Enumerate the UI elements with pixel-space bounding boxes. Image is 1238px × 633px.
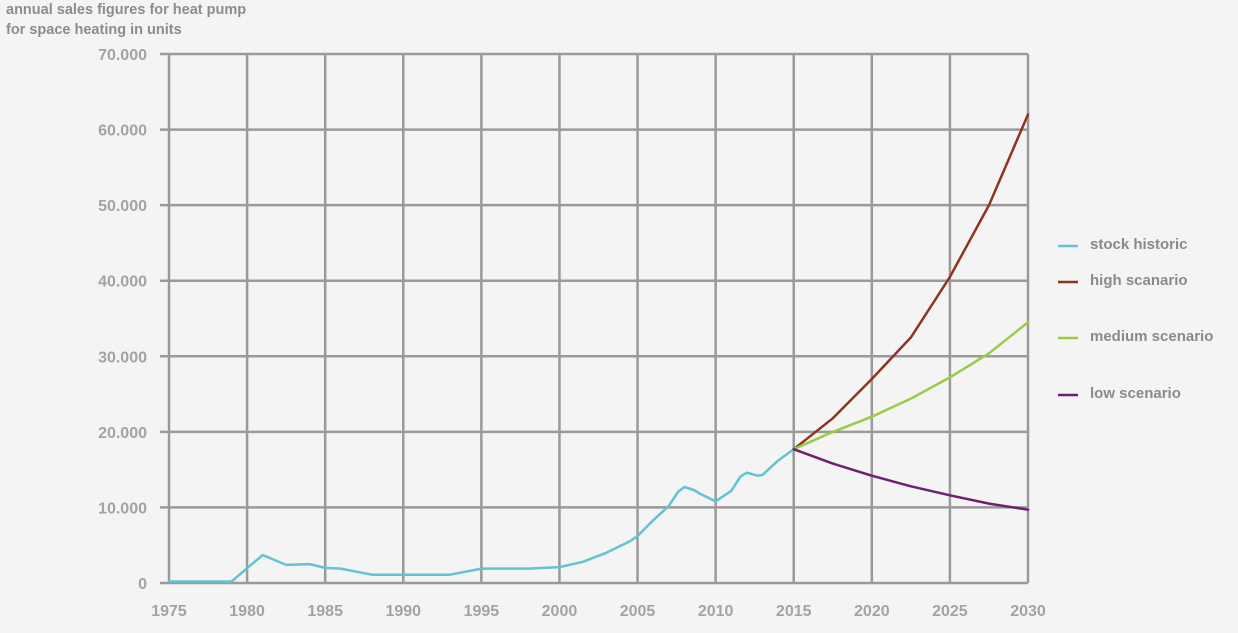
x-tick-label: 2010	[698, 603, 734, 620]
y-tick-label: 30.000	[98, 349, 147, 366]
x-axis-ticks: 1975 1980 1985 1990 1995 2000 2005 2010 2015 2020…	[151, 603, 1046, 620]
series-line-medium-scenario	[792, 321, 1030, 451]
series-line-low-scenario	[792, 447, 1030, 511]
x-tick-label: 2020	[854, 603, 890, 620]
x-tick-label: 2030	[1010, 603, 1046, 620]
y-tick-label: 70.000	[98, 47, 147, 64]
x-tick-label: 2025	[932, 603, 968, 620]
x-tick-label: 2005	[620, 603, 656, 620]
x-tick-label: 1975	[151, 603, 187, 620]
y-axis-ticks: 0 10.000 20.000 30.000 40.000 50.000 60.000 70.…	[98, 47, 147, 593]
chart-title-line-1: annual sales figures for heat pump	[6, 2, 247, 18]
y-tick-label: 60.000	[98, 123, 147, 140]
legend-label: low scenario	[1090, 385, 1181, 402]
legend-label: high scanario	[1090, 272, 1188, 289]
legend-label: stock historic	[1090, 236, 1188, 253]
series-lines	[167, 113, 1030, 583]
x-tick-label: 1990	[385, 603, 421, 620]
x-tick-label: 2000	[542, 603, 578, 620]
x-tick-label: 2015	[776, 603, 812, 620]
legend: stock historic high scanario medium scenar…	[1058, 236, 1213, 402]
y-tick-label: 0	[138, 576, 147, 593]
chart-title-line-2: for space heating in units	[6, 22, 182, 38]
series-line-high-scanario	[792, 113, 1030, 451]
x-tick-label: 1995	[464, 603, 500, 620]
series-line-stock-historic	[167, 447, 795, 583]
y-tick-label: 50.000	[98, 198, 147, 215]
y-tick-label: 20.000	[98, 425, 147, 442]
y-tick-label: 40.000	[98, 274, 147, 291]
legend-label: medium scenario	[1090, 328, 1213, 345]
y-tick-label: 10.000	[98, 500, 147, 517]
chart-title: annual sales figures for heat pump for s…	[6, 0, 246, 40]
x-tick-label: 1985	[307, 603, 343, 620]
x-tick-label: 1980	[229, 603, 265, 620]
grid	[160, 52, 1030, 585]
